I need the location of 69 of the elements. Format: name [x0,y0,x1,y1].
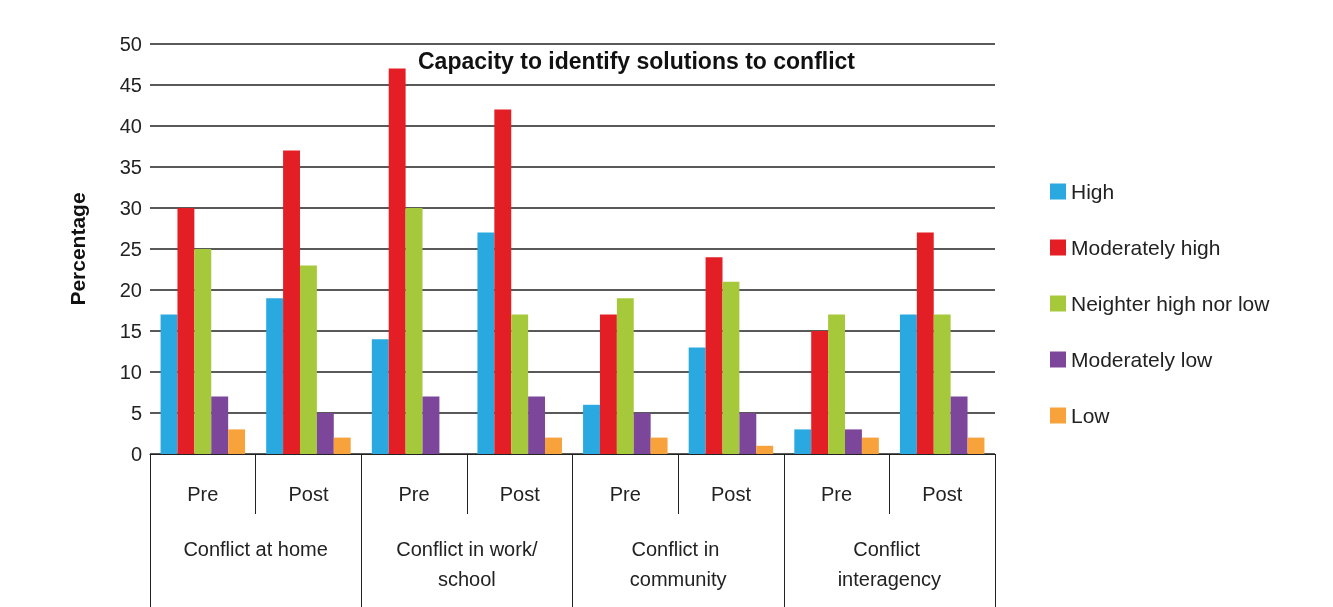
y-tick-label: 30 [119,197,142,219]
bar [688,347,706,454]
bar [511,314,529,454]
bar [599,314,617,454]
bar [299,265,317,454]
chart-title: Capacity to identify solutions to conflict [418,47,856,74]
bar [811,331,829,454]
bar [633,413,651,454]
bar [794,429,812,454]
y-tick-label: 0 [130,443,142,465]
x-tick-label: Post [288,483,329,505]
y-tick-label: 35 [119,156,142,178]
bar [316,413,334,454]
bar [283,150,300,454]
x-tick-label: Pre [821,483,853,505]
bar [160,314,178,454]
bar [756,445,774,454]
bar [371,339,389,454]
bar [705,257,723,454]
bar [899,314,917,454]
bar [722,281,740,454]
y-tick-label: 40 [119,115,142,137]
x-tick-label: Pre [398,483,430,505]
bar [228,429,246,454]
bar [916,232,934,454]
x-tick-label: Pre [609,483,641,505]
bar [861,437,879,454]
legend-label: Moderately high [1071,236,1221,259]
bar [739,413,757,454]
text: Conflict interagency [837,538,942,590]
x-tick-label: Post [922,483,963,505]
bar [545,437,562,454]
bar [845,429,862,454]
bar [828,314,846,454]
y-tick-label: 50 [119,33,142,55]
bar [933,314,951,454]
y-tick-label: 10 [119,361,142,383]
y-tick-label: 5 [130,402,142,424]
bar [177,208,195,454]
bar [950,396,968,454]
y-tick-label: 45 [119,74,142,96]
legend-label: Low [1071,404,1111,427]
bar [967,437,985,454]
bar [477,232,495,454]
bar [583,404,600,454]
bar [266,298,284,454]
y-tick-label: 15 [119,320,142,342]
y-tick-label: 25 [119,238,142,260]
bar [211,396,229,454]
y-tick-label: 20 [119,279,142,301]
bar [616,298,634,454]
bar [494,109,512,454]
bar [333,437,351,454]
legend-label: Neighter high nor low [1071,292,1271,315]
legend-label: High [1071,180,1115,203]
x-tick-label: Post [710,483,752,505]
text: Conflict in work/school [396,538,538,590]
legend-label: Moderately low [1071,348,1214,371]
bar [650,437,668,454]
x-tick-label: Post [499,483,541,505]
bar [422,396,440,454]
y-axis-title: Percentage [66,192,89,306]
bar [194,249,212,454]
bar [528,396,546,454]
x-tick-label: Pre [187,483,219,505]
text: Conflict at home [183,538,328,560]
bar [405,208,423,454]
text: Conflict in community [629,538,727,590]
bar [388,68,406,454]
